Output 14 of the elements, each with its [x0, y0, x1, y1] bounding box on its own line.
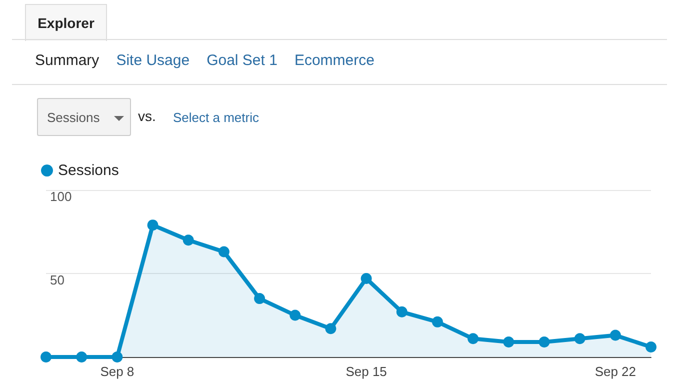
text: Ecommerce — [294, 52, 374, 69]
text: Goal Set 1 — [206, 52, 278, 69]
x-tick-label: Sep 22 — [594, 364, 636, 379]
text: Explorer — [25, 4, 107, 41]
y-tick-label: 50 — [50, 272, 64, 288]
text: Summary — [35, 52, 100, 69]
text: Site Usage — [116, 52, 190, 69]
text: Select a metric — [173, 110, 259, 125]
text: vs. — [138, 108, 156, 124]
x-tick-label: Sep 8 — [100, 364, 134, 379]
metric-dropdown: Sessions — [37, 98, 131, 136]
legend-label: Sessions — [58, 162, 119, 179]
x-tick-label: Sep 15 — [346, 364, 387, 379]
y-tick-label: 100 — [50, 189, 72, 204]
